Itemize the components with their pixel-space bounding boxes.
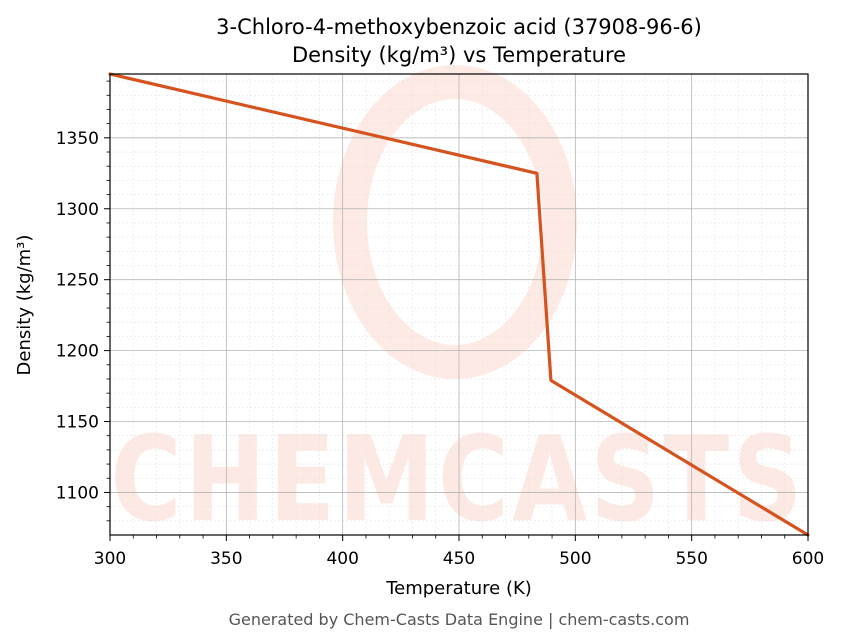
series-layer: [108, 72, 810, 537]
x-tick-label: 300: [94, 549, 126, 569]
x-tick-label: 600: [792, 549, 824, 569]
y-tick-label: 1300: [56, 200, 99, 220]
footer-credit: Generated by Chem-Casts Data Engine | ch…: [229, 610, 690, 629]
watermark-ring: [333, 65, 577, 379]
x-tick-label: 350: [210, 549, 242, 569]
y-tick-label: 1200: [56, 342, 99, 362]
y-axis-label: Density (kg/m³): [14, 235, 35, 376]
y-tick-label: 1250: [56, 271, 99, 291]
y-tick-label: 1350: [56, 129, 99, 149]
chart-subtitle: Density (kg/m³) vs Temperature: [292, 43, 626, 67]
y-axis: 1100 1150 1200 1250 1300 1350: [56, 80, 110, 522]
y-tick-label: 1100: [56, 483, 99, 503]
y-tick-label: 1150: [56, 413, 99, 433]
x-tick-label: 400: [326, 549, 358, 569]
x-axis: 300 350 400 450 500 550 600: [94, 535, 824, 569]
x-axis-label: Temperature (K): [385, 578, 532, 599]
chemcasts-watermark: CHEMCASTS: [111, 65, 806, 548]
x-tick-label: 550: [675, 549, 707, 569]
chart-title: 3-Chloro-4-methoxybenzoic acid (37908-96…: [216, 15, 702, 39]
x-tick-label: 500: [559, 549, 591, 569]
watermark-text: CHEMCASTS: [111, 410, 806, 548]
density-line: [108, 72, 810, 537]
x-tick-label: 450: [443, 549, 475, 569]
